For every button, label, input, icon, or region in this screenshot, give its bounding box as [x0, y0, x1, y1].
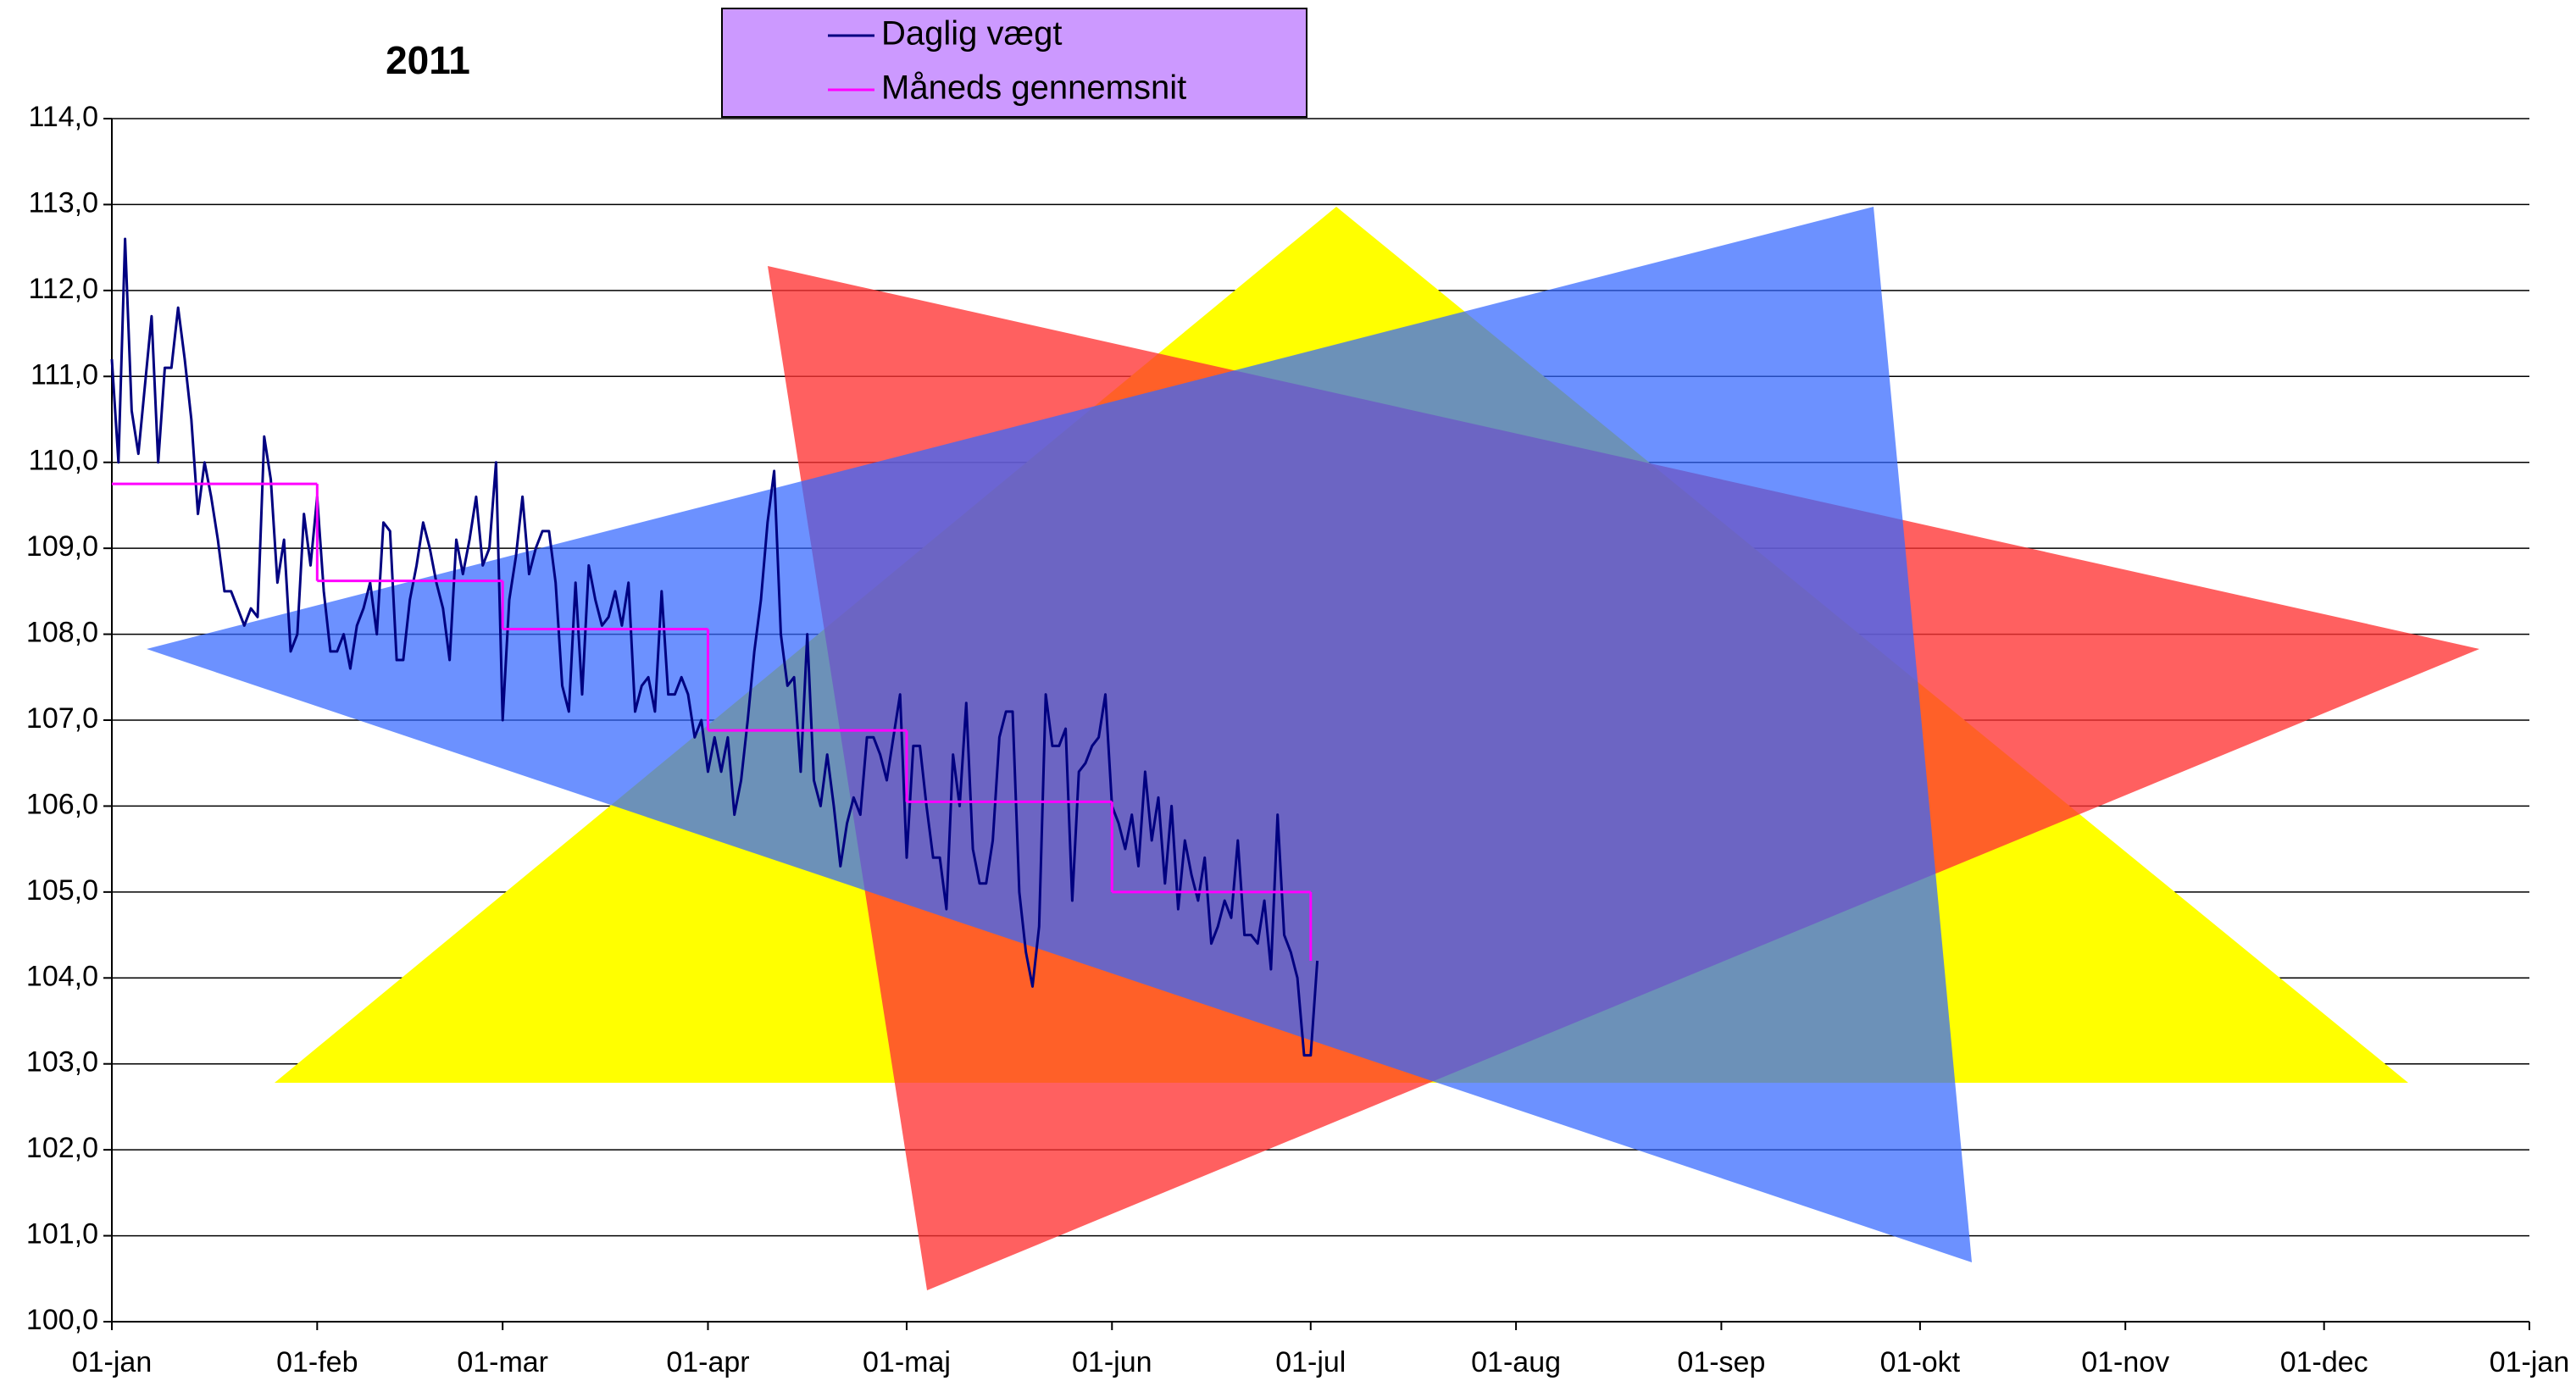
y-tick-label: 113,0 — [28, 186, 98, 219]
y-tick-label: 106,0 — [26, 788, 98, 820]
y-tick-label: 109,0 — [26, 530, 98, 563]
axes: 100,0 101,0 102,0 103,0 104,0 105,0 106,0 107,0… — [26, 101, 2569, 1378]
y-tick-label: 101,0 — [26, 1218, 98, 1251]
x-tick-label: 01-feb — [276, 1346, 358, 1378]
series — [110, 237, 1319, 1057]
y-tick-label: 105,0 — [26, 874, 98, 907]
x-tick-label: 01-jan — [72, 1346, 153, 1378]
blue-triangle — [147, 207, 1972, 1262]
y-tick-label: 111,0 — [31, 358, 98, 391]
x-tick-label: 01-mar — [457, 1346, 548, 1378]
x-tick-label: 01-jul — [1275, 1346, 1346, 1378]
decorations — [147, 207, 2479, 1290]
x-tick-label: 01-aug — [1471, 1346, 1561, 1378]
y-tick-label: 102,0 — [26, 1132, 98, 1164]
x-tick-label: 01-nov — [2081, 1346, 2169, 1378]
legend-label: Måneds gennemsnit — [881, 69, 1186, 107]
y-tick-label: 107,0 — [26, 702, 98, 735]
x-tick-label: 01-jun — [1072, 1346, 1152, 1378]
chart-title: 2011 — [386, 38, 470, 82]
x-tick-label: 01-maj — [863, 1346, 951, 1378]
x-tick-label: 01-jan — [2490, 1346, 2570, 1378]
y-tick-label: 110,0 — [28, 445, 98, 477]
x-tick-label: 01-apr — [666, 1346, 749, 1378]
y-tick-label: 104,0 — [26, 960, 98, 992]
legend-label: Daglig vægt — [881, 15, 1062, 53]
x-tick-label: 01-sep — [1677, 1346, 1765, 1378]
y-tick-label: 103,0 — [26, 1046, 98, 1079]
x-tick-label: 01-okt — [1880, 1346, 1961, 1378]
legend: Daglig vægt Måneds gennemsnit — [721, 8, 1307, 118]
legend-box — [721, 8, 1307, 118]
x-tick-label: 01-dec — [2280, 1346, 2368, 1378]
y-tick-label: 114,0 — [28, 101, 98, 133]
series-line — [110, 237, 1319, 1057]
y-tick-label: 112,0 — [28, 273, 98, 305]
y-tick-label: 108,0 — [26, 617, 98, 649]
y-tick-label: 100,0 — [26, 1304, 98, 1336]
